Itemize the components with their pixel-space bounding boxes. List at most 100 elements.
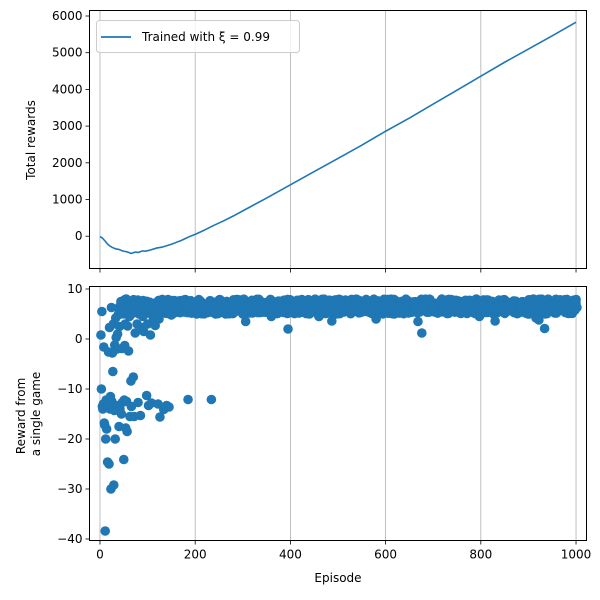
scatter-point [304,309,315,319]
scatter-point [416,328,427,338]
scatter-point [96,330,106,340]
scatter-point [206,394,217,405]
scatter-point [456,306,467,317]
bottom-y-tick-label: −20 [57,432,82,446]
scatter-point [106,302,117,313]
bottom-x-gridlines [99,286,577,541]
scatter-point [371,314,381,324]
bottom-x-tick-label: 0 [96,548,104,562]
bottom-y-tick-label: −40 [57,532,82,546]
scatter-point [122,426,132,437]
scatter-point [135,410,146,421]
scatter-point [490,316,500,326]
scatter-point [130,300,141,310]
scatter-point [155,412,165,422]
scatter-point [164,402,174,412]
top-y-tick-label: 3000 [52,119,83,133]
scatter-point [110,434,121,444]
scatter-point [104,459,114,469]
scatter-point [247,301,258,311]
bottom-plot-frame [89,286,587,541]
top-y-tick-label: 1000 [52,193,83,207]
scatter-point [100,434,111,444]
top-y-tick-label: 2000 [52,156,83,170]
scatter-point [195,299,205,309]
scatter-point [128,372,139,382]
scatter-point [130,328,140,338]
scatter-point [160,304,171,314]
scatter-point [342,304,353,314]
total-rewards-line-layer [99,21,577,255]
scatter-point [380,301,391,312]
scatter-point [171,304,181,314]
bottom-x-tick-label: 600 [374,548,397,562]
top-y-tick-label: 6000 [52,9,83,23]
scatter-point [539,323,550,334]
scatter-point [218,300,229,310]
top-plot-frame [89,10,587,269]
scatter-point [133,397,143,408]
scatter-point [101,424,112,434]
bottom-x-tick-label: 400 [279,548,302,562]
scatter-point [108,366,118,377]
bottom-y-ticks: −40 −30 −20 −10 0 10 [57,282,90,546]
bottom-x-tick-label: 1000 [561,548,592,562]
scatter-point [534,315,544,325]
bottom-x-tick-label: 800 [469,548,492,562]
scatter-point [138,311,148,322]
scatter-point [523,307,534,318]
scatter-point [144,304,155,314]
scatter-point [100,526,111,536]
legend-box [96,20,300,53]
scatter-point [399,308,410,318]
scatter-point [112,329,123,339]
scatter-point [361,306,372,317]
bottom-y-axis-label: Reward from a single game [14,372,43,457]
scatter-point [428,302,439,313]
scatter-point [257,305,267,315]
scatter-point [314,311,324,322]
scatter-point [237,309,248,319]
top-x-ticks [99,268,577,273]
scatter-point [276,299,286,309]
scatter-point [124,311,135,322]
top-y-tick-label: 4000 [52,82,83,96]
scatter-point [96,384,107,394]
bottom-chart: 0 200 400 600 800 1000 −40 −30 −20 −10 0 10 Reward… [14,282,591,585]
scatter-point [122,321,133,331]
bottom-y-tick-label: 10 [67,282,82,296]
scatter-point [123,346,134,356]
scatter-point [121,294,131,304]
scatter-point [209,306,220,317]
scatter-point [142,319,153,329]
scatter-point [141,390,152,401]
legend: Trained with ξ = 0.99 [96,20,300,53]
legend-entry-label: Trained with ξ = 0.99 [141,30,270,44]
scatter-point [504,301,515,312]
scatter-point [283,324,293,334]
scatter-point [327,316,337,326]
scatter-point [145,330,156,340]
scatter-point [183,394,193,405]
reward-scatter-layer [96,294,582,536]
top-y-tick-label: 0 [75,229,83,243]
scatter-point [240,316,251,327]
bottom-y-tick-label: 0 [75,332,83,346]
scatter-point [552,300,562,310]
bottom-x-axis-label: Episode [314,571,361,585]
scatter-point [474,311,485,322]
bottom-y-tick-label: −30 [57,482,82,496]
scatter-point [409,304,419,314]
scatter-point [97,306,107,317]
scatter-point [295,301,305,312]
scatter-point [266,311,277,322]
top-y-ticks: 0 1000 2000 3000 4000 5000 6000 [52,9,90,243]
scatter-point [118,454,129,465]
top-y-axis-label: Total rewards [24,100,38,181]
bottom-x-ticks: 0 200 400 600 800 1000 [96,540,592,562]
top-x-gridlines [99,10,577,269]
scatter-point [116,409,127,419]
top-y-tick-label: 5000 [52,46,83,60]
